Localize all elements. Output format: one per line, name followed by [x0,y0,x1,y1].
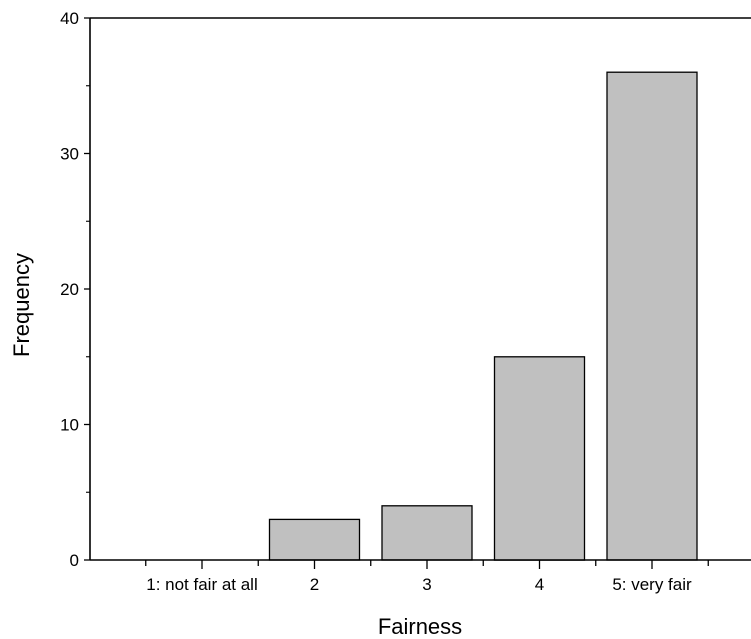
x-tick-label: 5: very fair [612,575,692,594]
y-tick-label: 30 [60,145,79,164]
x-tick-label: 4 [535,575,544,594]
bar-5 [606,71,698,561]
x-tick-label: 2 [310,575,319,594]
bars-group [268,71,698,561]
x-tick-label: 3 [422,575,431,594]
x-tick-label: 1: not fair at all [146,575,258,594]
y-tick-label: 0 [70,551,79,570]
bar-4 [493,356,586,561]
y-axis-title: Frequency [9,253,34,357]
axes-group [84,17,751,569]
y-tick-label: 40 [60,9,79,28]
y-tick-label: 10 [60,416,79,435]
x-axis-title: Fairness [378,614,462,639]
bar-2 [268,518,361,561]
y-tick-label: 20 [60,280,79,299]
labels-group: 0 10 20 30 40 1: not fair at all 2 3 4 5: very fa… [60,9,692,594]
bar-3 [381,505,473,561]
